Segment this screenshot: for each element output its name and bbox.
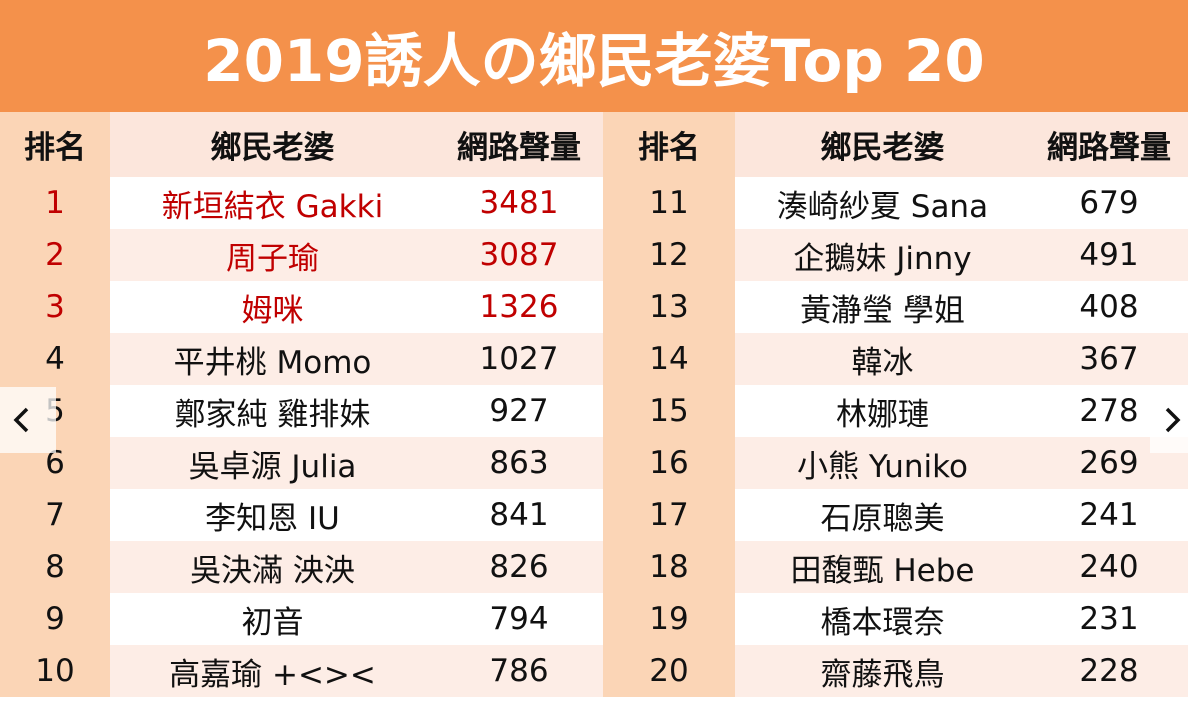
rank-cell: 8 [0, 541, 110, 593]
rank-cell: 4 [0, 333, 110, 385]
name-cell: 周子瑜 [110, 229, 435, 281]
name-cell: 林娜璉 [735, 385, 1030, 437]
volume-cell: 240 [1030, 541, 1188, 593]
name-cell: 企鵝妹 Jinny [735, 229, 1030, 281]
rank-cell: 7 [0, 489, 110, 541]
name-cell: 橋本環奈 [735, 593, 1030, 645]
column-header: 鄉民老婆 [735, 112, 1030, 177]
rank-cell: 19 [603, 593, 735, 645]
rank-cell: 13 [603, 281, 735, 333]
volume-cell: 863 [435, 437, 603, 489]
volume-cell: 241 [1030, 489, 1188, 541]
name-cell: 吳決滿 泱泱 [110, 541, 435, 593]
name-cell: 鄭家純 雞排妹 [110, 385, 435, 437]
name-cell: 吳卓源 Julia [110, 437, 435, 489]
volume-cell: 231 [1030, 593, 1188, 645]
volume-cell: 679 [1030, 177, 1188, 229]
volume-cell: 3481 [435, 177, 603, 229]
name-cell: 田馥甄 Hebe [735, 541, 1030, 593]
name-cell: 李知恩 IU [110, 489, 435, 541]
volume-cell: 786 [435, 645, 603, 697]
name-cell: 齋藤飛鳥 [735, 645, 1030, 697]
column-header: 鄉民老婆 [110, 112, 435, 177]
name-cell: 小熊 Yuniko [735, 437, 1030, 489]
next-button[interactable] [1150, 387, 1188, 453]
prev-button[interactable] [0, 387, 56, 453]
name-cell: 姆咪 [110, 281, 435, 333]
name-cell: 新垣結衣 Gakki [110, 177, 435, 229]
rank-cell: 11 [603, 177, 735, 229]
rank-cell: 20 [603, 645, 735, 697]
volume-cell: 826 [435, 541, 603, 593]
volume-cell: 841 [435, 489, 603, 541]
volume-cell: 3087 [435, 229, 603, 281]
rank-cell: 9 [0, 593, 110, 645]
name-cell: 湊崎紗夏 Sana [735, 177, 1030, 229]
rank-cell: 1 [0, 177, 110, 229]
rank-cell: 14 [603, 333, 735, 385]
rank-cell: 12 [603, 229, 735, 281]
rank-cell: 17 [603, 489, 735, 541]
column-header: 網路聲量 [435, 112, 603, 177]
title: 2019誘人の鄉民老婆Top 20 [0, 0, 1188, 112]
column-header: 網路聲量 [1030, 112, 1188, 177]
column-header: 排名 [603, 112, 735, 177]
volume-cell: 491 [1030, 229, 1188, 281]
rank-cell: 10 [0, 645, 110, 697]
name-cell: 高嘉瑜 +<>< [110, 645, 435, 697]
volume-cell: 927 [435, 385, 603, 437]
volume-cell: 1326 [435, 281, 603, 333]
volume-cell: 794 [435, 593, 603, 645]
name-cell: 黃瀞瑩 學姐 [735, 281, 1030, 333]
rank-cell: 16 [603, 437, 735, 489]
rank-cell: 15 [603, 385, 735, 437]
rank-cell: 18 [603, 541, 735, 593]
name-cell: 韓冰 [735, 333, 1030, 385]
name-cell: 平井桃 Momo [110, 333, 435, 385]
rank-cell: 3 [0, 281, 110, 333]
name-cell: 初音 [110, 593, 435, 645]
column-header: 排名 [0, 112, 110, 177]
name-cell: 石原聰美 [735, 489, 1030, 541]
volume-cell: 1027 [435, 333, 603, 385]
volume-cell: 228 [1030, 645, 1188, 697]
volume-cell: 408 [1030, 281, 1188, 333]
volume-cell: 367 [1030, 333, 1188, 385]
rank-cell: 2 [0, 229, 110, 281]
